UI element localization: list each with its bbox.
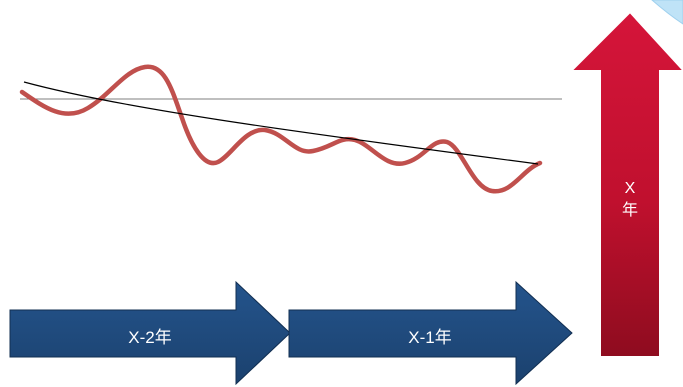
corner-accent	[651, 0, 683, 25]
arrow-label-x: X 年	[605, 178, 655, 222]
arrow-x	[568, 10, 683, 358]
arrow-label-x-minus-1: X-1年	[408, 328, 452, 347]
arrow-x-minus-2	[9, 280, 291, 386]
arrow-label-x-line1: X	[624, 180, 636, 197]
arrow-label-x-line2: 年	[621, 202, 638, 219]
arrow-x-minus-1	[288, 280, 573, 386]
trend-line	[23, 81, 539, 165]
arrow-label-x-minus-2: X-2年	[128, 328, 172, 347]
fluctuation-line	[19, 64, 543, 194]
